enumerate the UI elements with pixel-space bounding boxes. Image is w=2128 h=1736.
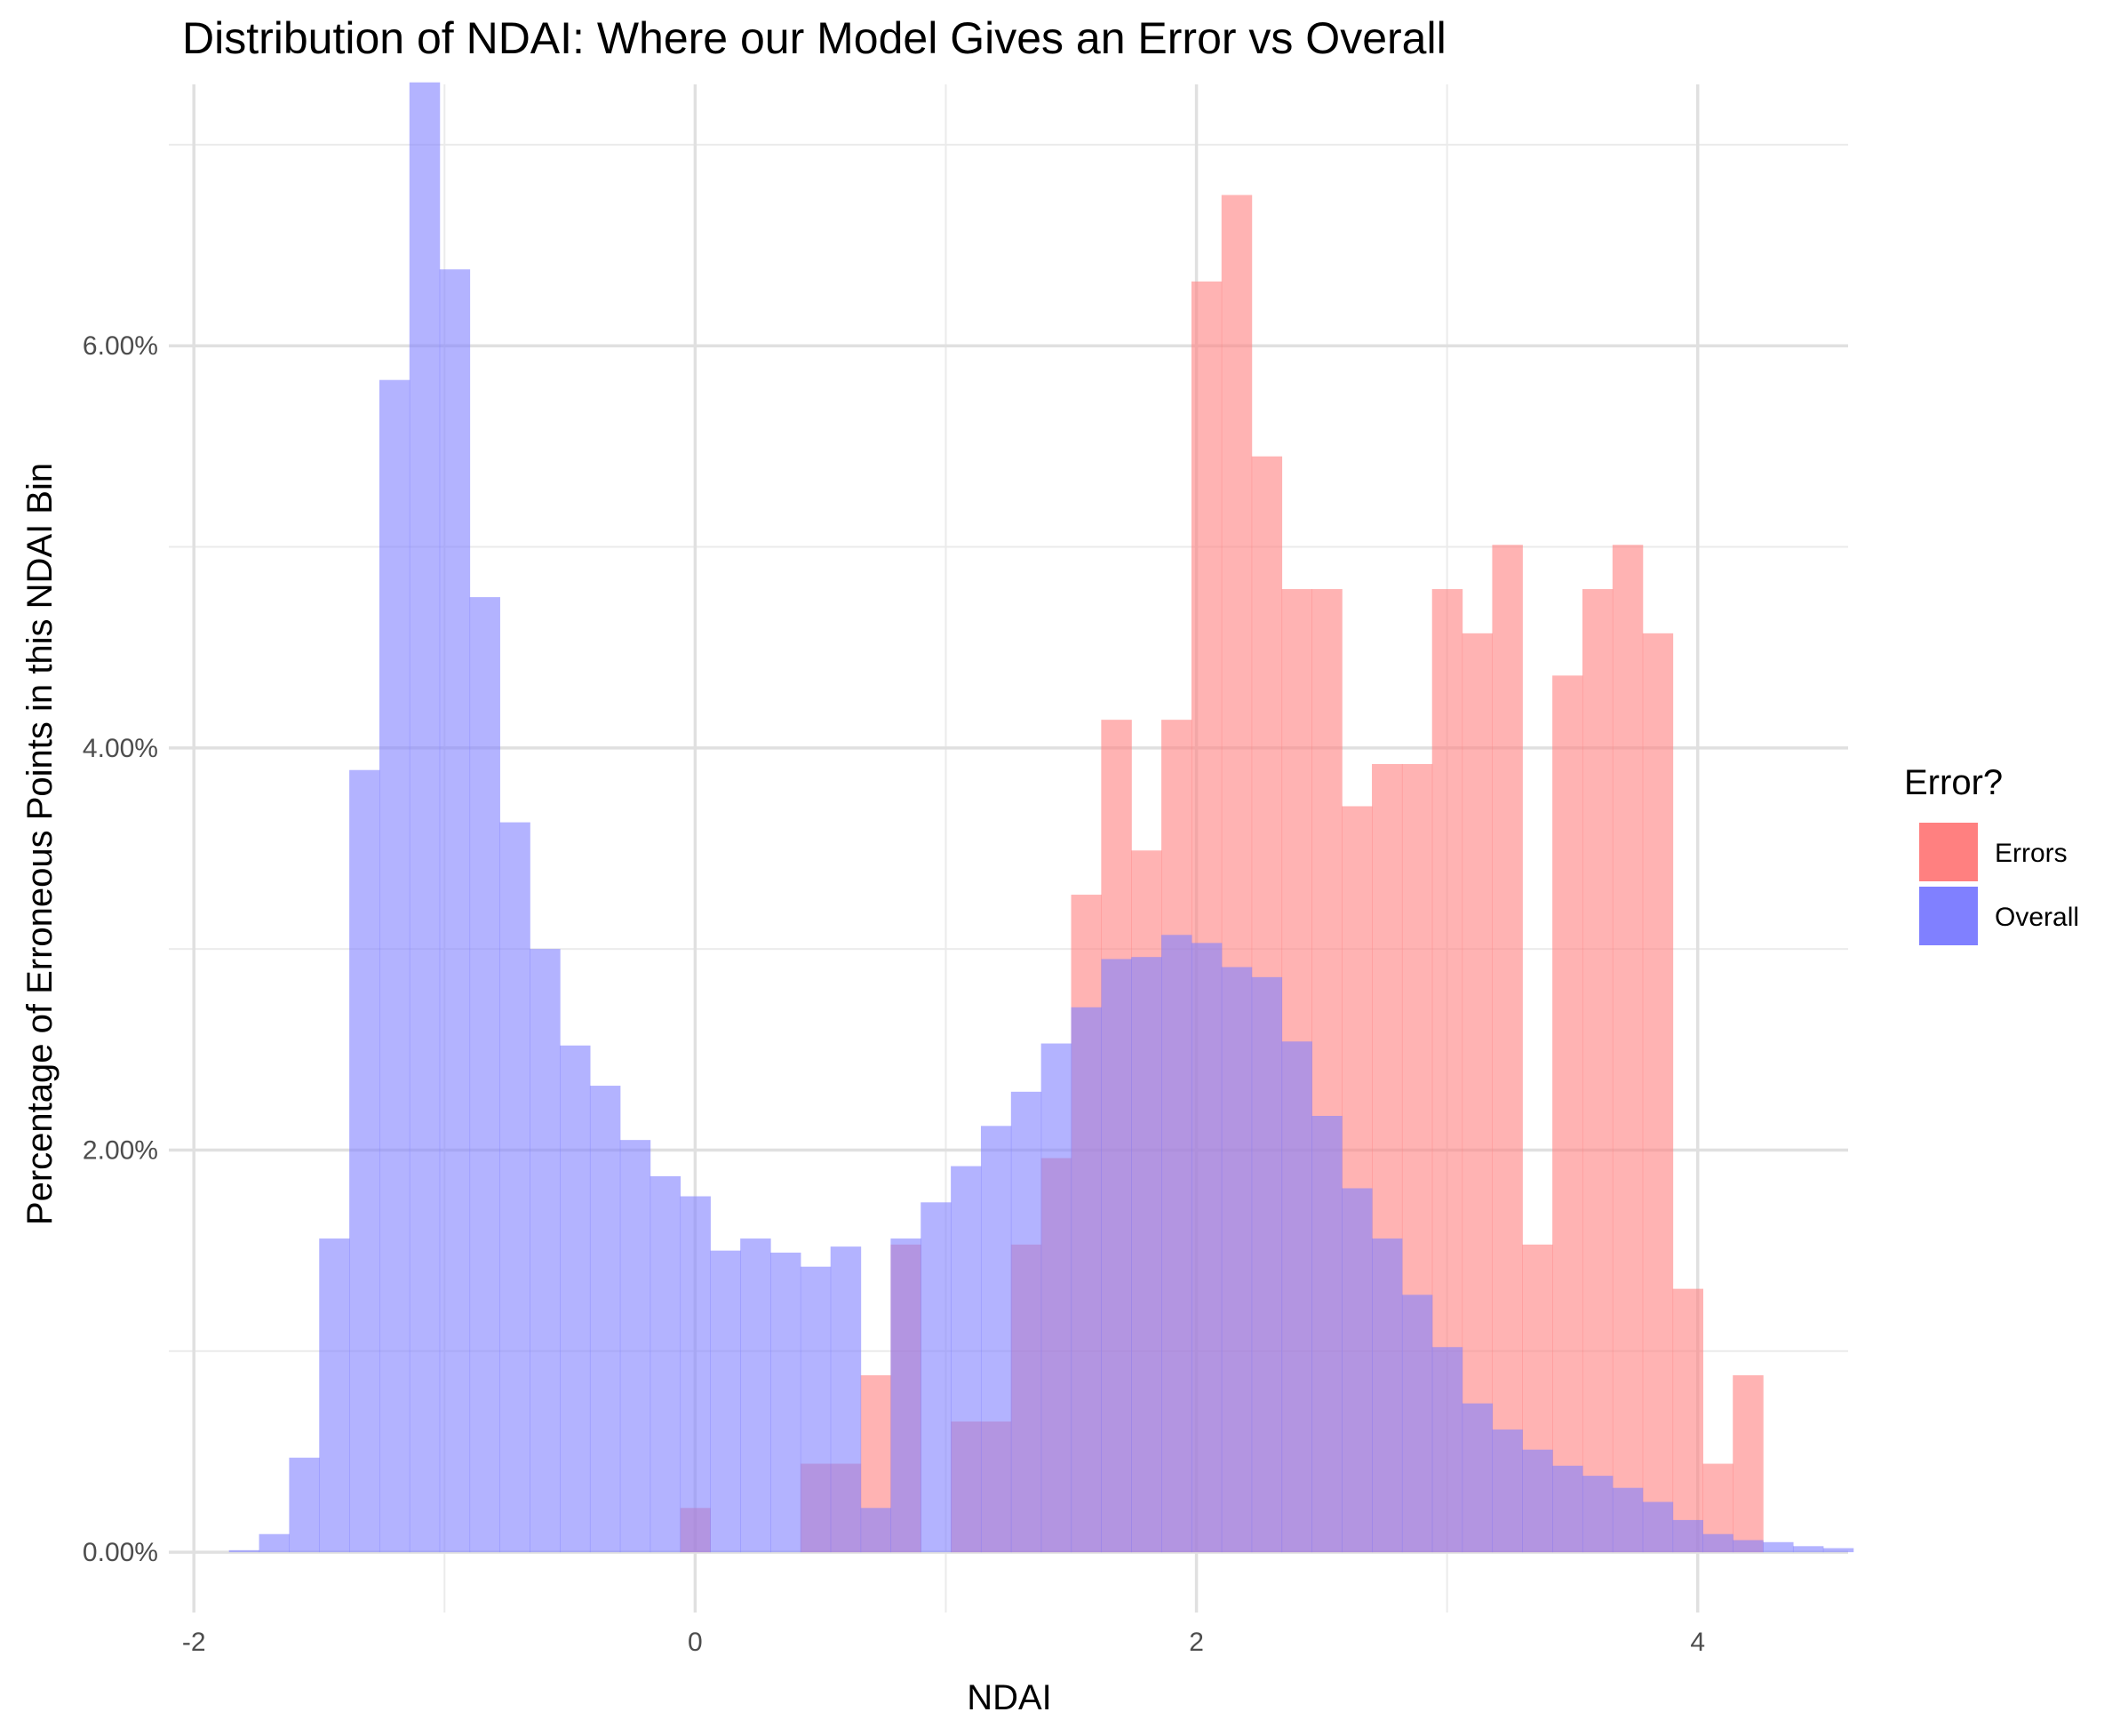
bar-overall (890, 1238, 921, 1553)
bar-errors (1733, 1374, 1764, 1553)
bar-errors (1552, 675, 1583, 1553)
x-tick-label: -2 (182, 1628, 206, 1657)
x-tick-label: 4 (1690, 1628, 1705, 1657)
bar-overall (800, 1266, 832, 1553)
bar-overall (1522, 1449, 1553, 1553)
bar-overall (1792, 1546, 1824, 1553)
x-tick-label: 0 (688, 1628, 703, 1657)
bar-overall (619, 1140, 651, 1553)
x-axis-title: NDAI (967, 1678, 1052, 1717)
bar-overall (1221, 967, 1253, 1553)
bar-overall (319, 1238, 350, 1553)
y-tick-label: 2.00% (83, 1135, 158, 1165)
series-overall (228, 82, 1854, 1553)
bar-overall (589, 1086, 621, 1553)
bar-overall (710, 1250, 741, 1553)
bar-overall (379, 379, 410, 1553)
y-tick-label: 4.00% (83, 734, 158, 763)
bar-overall (770, 1252, 801, 1553)
bar-overall (1462, 1403, 1494, 1553)
bar-overall (1101, 959, 1132, 1553)
bar-overall (1010, 1091, 1042, 1553)
bar-overall (1161, 935, 1192, 1553)
bar-overall (1492, 1429, 1523, 1553)
histogram-bars (228, 82, 1854, 1553)
bar-overall (1582, 1476, 1614, 1553)
axis-ticks: 0.00% 2.00% 4.00% 6.00% -2 0 2 4 (83, 331, 1705, 1657)
legend-label-overall: Overall (1995, 903, 2079, 932)
bar-overall (560, 1045, 591, 1553)
bar-overall (830, 1246, 862, 1553)
bar-overall (409, 82, 441, 1553)
legend-key-overall (1919, 887, 1978, 945)
chart-title: Distribution of NDAI: Where our Model Gi… (182, 13, 1447, 63)
legend: Error? Errors Overall (1904, 763, 2079, 945)
bar-errors (1462, 633, 1494, 1553)
bar-overall (1612, 1487, 1644, 1553)
bar-overall (1131, 957, 1162, 1553)
bar-overall (1191, 943, 1223, 1553)
bar-overall (1431, 1347, 1463, 1553)
bar-overall (1763, 1541, 1794, 1553)
bar-overall (1251, 976, 1283, 1553)
bar-overall (289, 1457, 320, 1553)
bar-errors (1582, 589, 1614, 1553)
bar-overall (228, 1549, 260, 1553)
bar-overall (1071, 1007, 1102, 1553)
legend-title: Error? (1904, 763, 2003, 802)
bar-overall (349, 769, 380, 1553)
bar-errors (1492, 545, 1523, 1553)
bar-overall (1642, 1501, 1674, 1553)
bar-errors (1672, 1288, 1703, 1553)
bar-overall (650, 1175, 681, 1553)
bar-overall (921, 1202, 952, 1553)
bar-overall (1281, 1041, 1312, 1553)
y-axis-title: Percentage of Erroneous Points in this N… (20, 463, 60, 1225)
bar-errors (1612, 545, 1644, 1553)
bar-overall (1342, 1188, 1373, 1553)
bar-overall (499, 822, 530, 1553)
bar-overall (860, 1508, 892, 1553)
bar-overall (980, 1126, 1012, 1553)
bar-overall (1372, 1238, 1403, 1553)
bar-overall (1702, 1533, 1733, 1553)
bar-errors (1642, 633, 1674, 1553)
bar-overall (1040, 1043, 1072, 1553)
y-tick-label: 6.00% (83, 331, 158, 361)
bar-overall (259, 1533, 291, 1553)
bar-overall (680, 1196, 711, 1553)
bar-overall (1822, 1548, 1854, 1553)
bar-overall (740, 1238, 771, 1553)
bar-overall (1311, 1116, 1343, 1553)
bar-overall (469, 597, 500, 1553)
bar-overall (1672, 1519, 1703, 1553)
bar-overall (1401, 1294, 1433, 1553)
bar-overall (1552, 1465, 1583, 1553)
legend-key-errors (1919, 823, 1978, 881)
x-tick-label: 2 (1189, 1628, 1204, 1657)
bar-overall (1733, 1540, 1764, 1553)
bar-overall (951, 1166, 982, 1553)
y-tick-label: 0.00% (83, 1538, 158, 1567)
legend-label-errors: Errors (1995, 839, 2068, 868)
bar-overall (530, 949, 561, 1553)
bar-overall (439, 269, 471, 1553)
